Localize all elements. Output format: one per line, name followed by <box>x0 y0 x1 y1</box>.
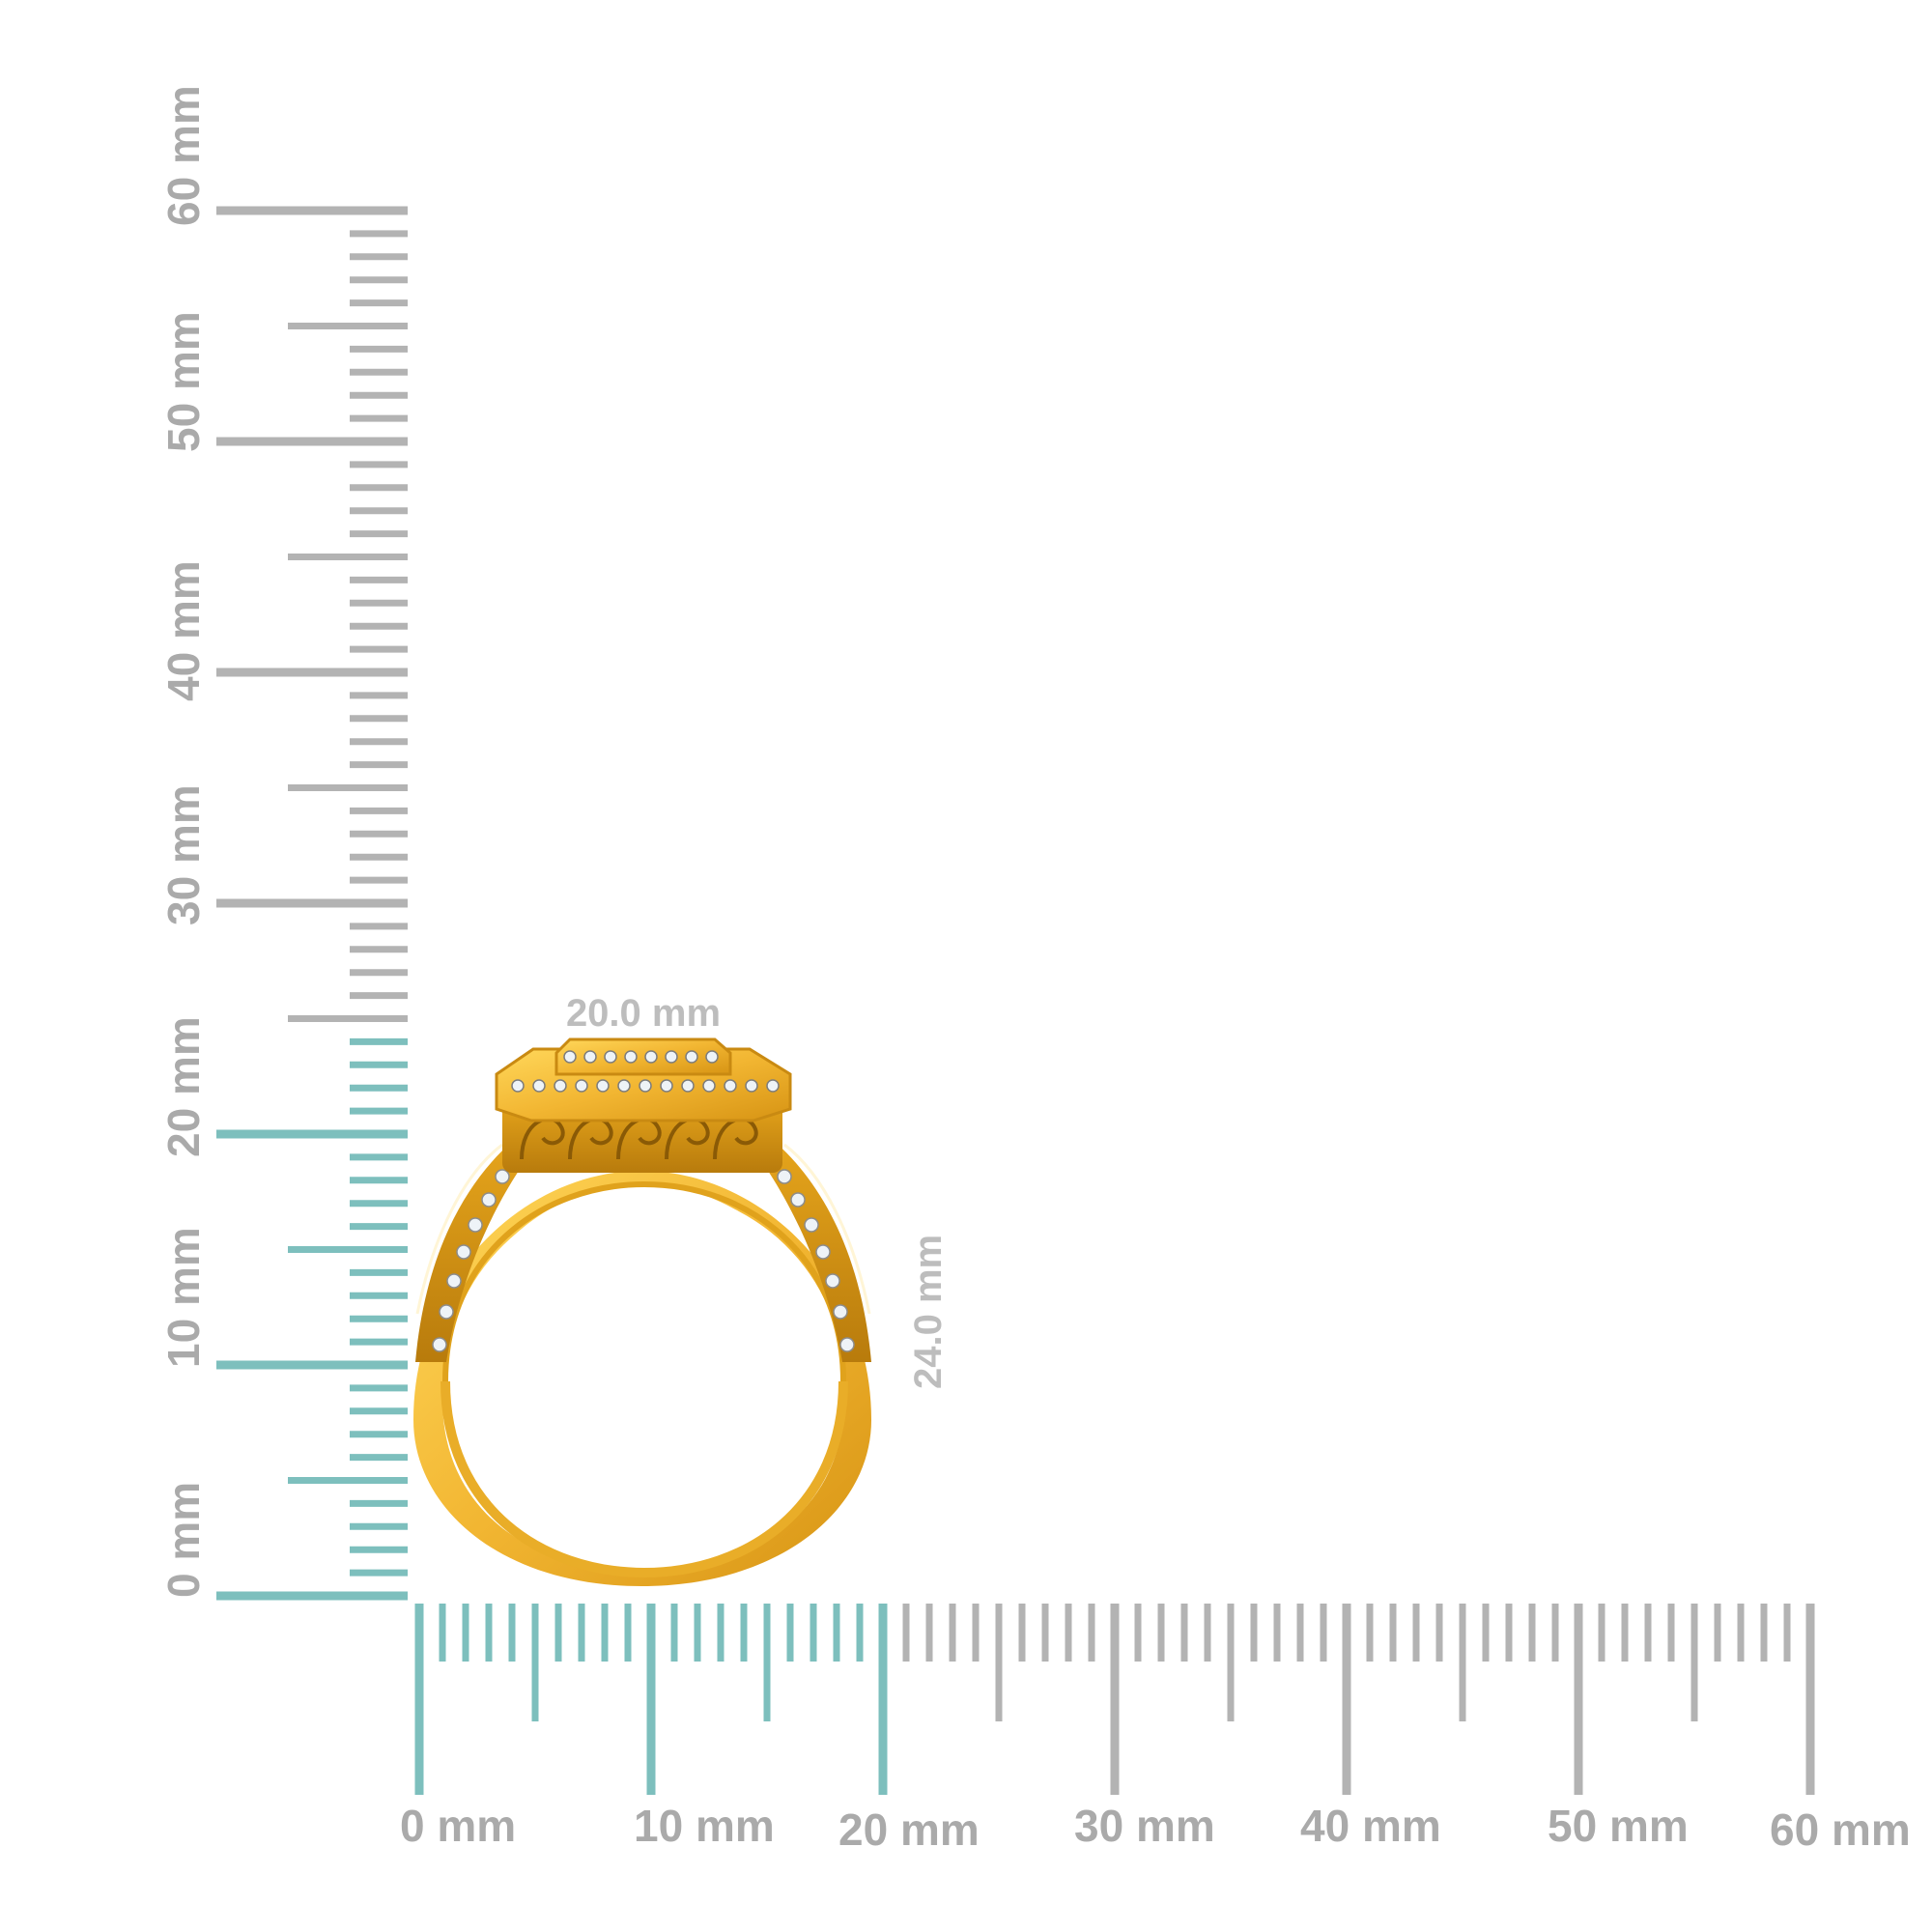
halo-diamond <box>766 1079 780 1093</box>
halo-diamond <box>617 1079 631 1093</box>
center-diamond <box>705 1050 719 1064</box>
filigree-scrolls <box>520 1117 758 1160</box>
halo-diamond <box>724 1079 737 1093</box>
ring-icon <box>413 1037 871 1586</box>
shoulder-diamond <box>432 1337 447 1352</box>
shoulder-diamond <box>815 1244 831 1260</box>
vertical-ruler-labels: 0 mm 10 mm 20 mm 30 mm 40 mm 50 mm 60 mm <box>158 85 209 1598</box>
shoulder-diamond <box>495 1169 510 1184</box>
shoulder-diamond <box>825 1273 840 1289</box>
shoulder-diamond <box>456 1244 471 1260</box>
shoulder-diamonds <box>432 1148 855 1352</box>
shoulder-diamond <box>446 1273 462 1289</box>
v-label-30: 30 mm <box>158 784 209 925</box>
v-label-60: 60 mm <box>158 85 209 226</box>
halo-diamond <box>575 1079 588 1093</box>
shoulder-diamond <box>839 1337 855 1352</box>
halo-diamond <box>702 1079 716 1093</box>
halo-diamond <box>639 1079 652 1093</box>
h-label-20: 20 mm <box>838 1804 980 1855</box>
v-label-50: 50 mm <box>158 311 209 452</box>
shoulder-diamond <box>833 1304 848 1320</box>
shoulder-diamond <box>777 1169 792 1184</box>
halo-diamond <box>596 1079 610 1093</box>
horizontal-ruler <box>414 1604 1815 1795</box>
halo-diamond <box>660 1079 673 1093</box>
h-label-50: 50 mm <box>1548 1801 1689 1851</box>
shoulder-diamond <box>804 1217 819 1233</box>
shoulder-diamond <box>481 1192 497 1208</box>
h-label-40: 40 mm <box>1300 1801 1441 1851</box>
horizontal-ruler-labels: 0 mm 10 mm 20 mm 30 mm 40 mm 50 mm 60 mm <box>400 1801 1911 1855</box>
halo-diamond <box>745 1079 758 1093</box>
center-diamond <box>644 1050 658 1064</box>
halo-diamond <box>532 1079 546 1093</box>
center-diamond <box>604 1050 617 1064</box>
halo-diamond <box>554 1079 567 1093</box>
shoulder-diamond <box>468 1217 483 1233</box>
center-diamond <box>665 1050 678 1064</box>
v-label-20: 20 mm <box>158 1016 209 1157</box>
height-dimension-label: 24.0 mm <box>907 1235 950 1389</box>
shoulder-diamond <box>439 1304 454 1320</box>
center-diamond <box>685 1050 698 1064</box>
center-cluster <box>554 1037 732 1076</box>
h-label-30: 30 mm <box>1074 1801 1215 1851</box>
shoulder-diamond <box>790 1192 806 1208</box>
h-label-60: 60 mm <box>1770 1804 1911 1855</box>
ring-opening <box>445 1188 843 1575</box>
halo-diamond <box>681 1079 695 1093</box>
halo-diamonds <box>511 1050 780 1093</box>
v-label-10: 10 mm <box>158 1227 209 1368</box>
width-dimension-label: 20.0 mm <box>566 992 721 1035</box>
center-diamond <box>624 1050 638 1064</box>
v-label-0: 0 mm <box>158 1482 209 1598</box>
halo-diamond <box>511 1079 525 1093</box>
h-label-10: 10 mm <box>634 1801 775 1851</box>
center-diamond <box>563 1050 577 1064</box>
v-label-40: 40 mm <box>158 560 209 701</box>
h-label-0: 0 mm <box>400 1801 516 1851</box>
vertical-ruler <box>216 206 408 1601</box>
center-diamond <box>583 1050 597 1064</box>
